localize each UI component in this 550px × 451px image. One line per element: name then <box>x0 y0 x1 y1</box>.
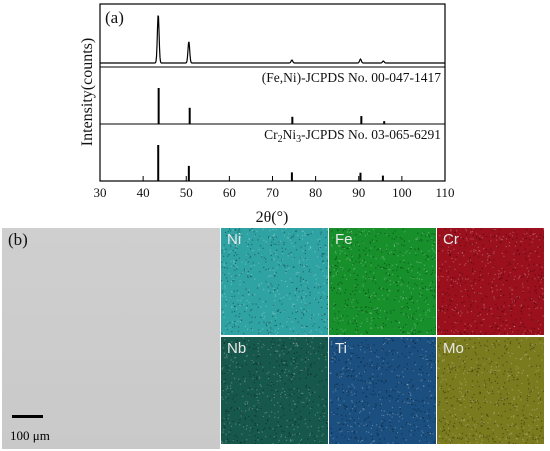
x-tick-label: 100 <box>392 185 412 200</box>
eds-map-ti: Ti <box>329 337 436 444</box>
x-tick-label: 110 <box>435 185 454 200</box>
ref-label-1: (Fe,Ni)-JCPDS No. 00-047-1417 <box>262 70 442 85</box>
map-texture <box>329 337 436 444</box>
x-tick-label: 50 <box>180 185 193 200</box>
scale-bar <box>12 415 43 418</box>
eds-map-ni: Ni <box>221 228 328 335</box>
eds-element-label: Ti <box>335 340 347 357</box>
eds-element-label: Ni <box>227 231 242 248</box>
x-tick-label: 70 <box>266 185 279 200</box>
x-tick-label: 80 <box>309 185 322 200</box>
y-axis-label: Intensity(counts) <box>79 38 96 146</box>
panel-label-b: (b) <box>8 230 28 249</box>
sem-image: (b) 100 μm <box>2 228 220 449</box>
xrd-marks: 30 40 50 60 70 80 90 100 110 <box>94 13 455 200</box>
eds-map-fe: Fe <box>329 228 436 335</box>
map-texture <box>221 228 328 335</box>
measured-pattern-line <box>100 15 445 64</box>
map-texture <box>437 337 544 444</box>
ref-label-2: Cr2Ni3-JCPDS No. 03-065-6291 <box>264 127 441 145</box>
x-tick-label: 60 <box>223 185 236 200</box>
map-texture <box>329 228 436 335</box>
eds-element-label: Fe <box>335 231 353 248</box>
xrd-chart: (a) (Fe,Ni)-JCPDS No. 00-047-1417 Cr2Ni3… <box>79 3 455 226</box>
x-tick-label: 30 <box>94 185 107 200</box>
scale-label: 100 μm <box>10 428 50 443</box>
eds-map-cr: Cr <box>437 228 544 335</box>
x-axis-label: 2θ(°) <box>256 209 289 226</box>
map-texture <box>221 337 328 444</box>
eds-map-mo: Mo <box>437 337 544 444</box>
panel-b: (b) 100 μm Ni Fe Cr Nb Ti Mo <box>2 228 548 449</box>
eds-element-label: Mo <box>443 340 464 357</box>
eds-element-label: Nb <box>227 340 247 357</box>
panel-label-a: (a) <box>105 8 124 27</box>
x-tick-label: 90 <box>352 185 365 200</box>
map-texture <box>437 228 544 335</box>
plot-frame <box>99 3 446 182</box>
x-tick-label: 40 <box>137 185 150 200</box>
eds-element-label: Cr <box>443 231 459 248</box>
eds-map-nb: Nb <box>221 337 328 444</box>
